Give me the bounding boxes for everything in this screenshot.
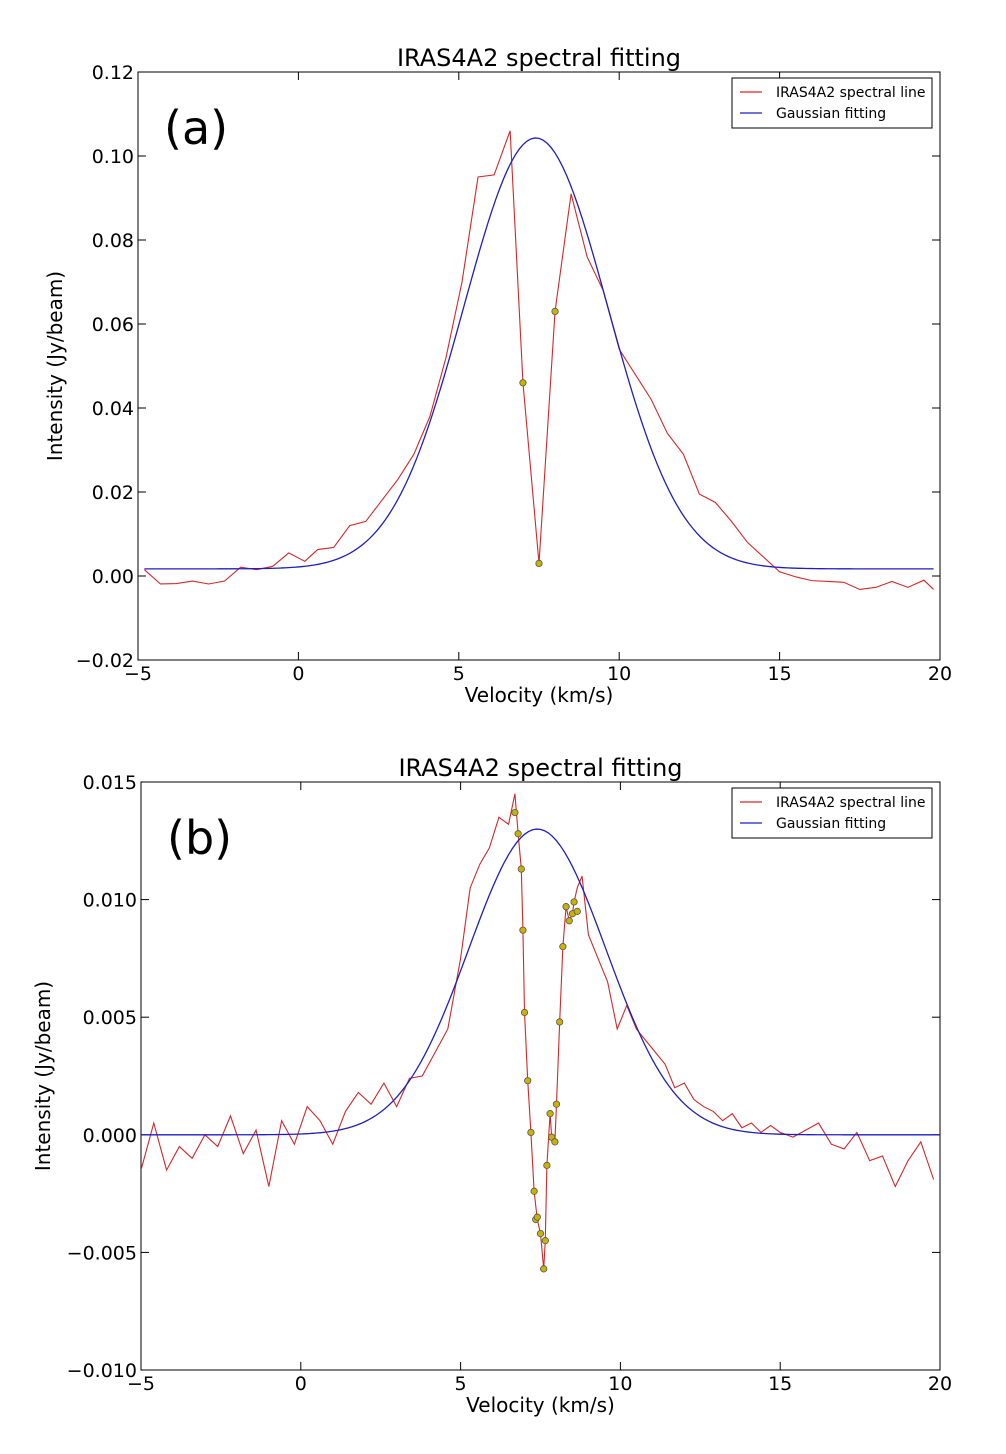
legend: IRAS4A2 spectral line Gaussian fitting [731, 77, 933, 129]
y-tick-label: −0.02 [76, 650, 134, 672]
y-axis-label: Intensity (Jy/beam) [43, 271, 67, 461]
plot-area [141, 793, 940, 1273]
x-tick-label: 20 [928, 1373, 952, 1395]
legend-label: IRAS4A2 spectral line [776, 795, 926, 811]
marked-point [565, 917, 573, 925]
x-tick-label: 10 [607, 663, 631, 685]
legend-box [731, 77, 933, 129]
x-tick-label: 0 [295, 1373, 307, 1395]
marked-point [517, 865, 525, 873]
y-tick-label: 0.06 [92, 314, 134, 336]
y-tick-label: 0.12 [92, 62, 134, 84]
y-tick-label: −0.010 [67, 1360, 137, 1382]
y-tick-label: 0.10 [92, 146, 134, 168]
legend-box [731, 787, 933, 839]
x-tick-label: −5 [127, 1373, 155, 1395]
legend: IRAS4A2 spectral line Gaussian fitting [731, 787, 933, 839]
chart-title: IRAS4A2 spectral fitting [397, 44, 681, 72]
marked-point [556, 1018, 564, 1026]
marked-point [546, 1110, 554, 1118]
legend-label: Gaussian fitting [776, 816, 886, 832]
spectral-line [141, 793, 935, 1269]
marked-point [524, 1077, 532, 1085]
x-tick-label: −5 [124, 663, 152, 685]
legend-label: Gaussian fitting [776, 106, 886, 122]
y-tick-label: 0.00 [92, 566, 134, 588]
x-tick-label: 5 [453, 663, 465, 685]
x-axis-label: Velocity (km/s) [466, 1393, 615, 1417]
x-tick-label: 10 [608, 1373, 632, 1395]
panel-b: −5 0 5 10 15 20 −0.010 −0.005 0.000 0.005 0.010 0.0… [31, 754, 952, 1417]
x-tick-label: 0 [292, 663, 304, 685]
gaussian-fit-line [144, 137, 934, 570]
marked-point [543, 1161, 551, 1169]
y-axis-label: Intensity (Jy/beam) [31, 981, 55, 1171]
marked-point [530, 1187, 538, 1195]
marked-point [527, 1128, 535, 1137]
plot-frame [140, 781, 941, 1371]
marked-point [570, 898, 578, 906]
panel-label: (a) [164, 101, 228, 155]
marked-point [520, 1008, 529, 1017]
panel-label: (b) [167, 811, 232, 865]
marked-point [551, 307, 559, 315]
gaussian-fit-line [141, 828, 940, 1136]
marked-point [559, 943, 567, 951]
marked-point [535, 559, 543, 568]
spectral-line [144, 130, 934, 591]
marked-point [533, 1213, 541, 1221]
marked-point [552, 1100, 561, 1108]
marked-point [573, 907, 581, 915]
x-tick-label: 20 [928, 663, 952, 685]
x-tick-label: 5 [455, 1373, 467, 1395]
marked-point [514, 830, 522, 838]
y-tick-label: −0.005 [67, 1242, 137, 1264]
marked-point [562, 903, 570, 911]
y-tick-label: 0.04 [92, 398, 134, 420]
marked-point [519, 926, 527, 934]
y-tick-label: 0.000 [83, 1125, 137, 1147]
y-tick-label: 0.015 [83, 772, 137, 794]
marked-point [541, 1237, 549, 1245]
y-tick-label: 0.005 [83, 1007, 137, 1029]
marked-point [540, 1265, 548, 1273]
plot-frame [137, 71, 941, 661]
y-tick-label: 0.010 [83, 890, 137, 912]
marked-point [536, 1229, 545, 1238]
legend-label: IRAS4A2 spectral line [776, 85, 926, 101]
x-tick-label: 15 [768, 663, 792, 685]
marked-point [551, 1138, 559, 1146]
panel-a: −5 0 5 10 15 20 −0.02 0.00 0.02 0.04 0.06 0.08 0.10 0… [43, 44, 952, 707]
marked-point [511, 808, 519, 817]
marked-point [519, 379, 527, 387]
y-tick-label: 0.08 [92, 230, 134, 252]
y-tick-label: 0.02 [92, 482, 134, 504]
chart-title: IRAS4A2 spectral fitting [398, 754, 682, 782]
plot-area [144, 130, 934, 591]
x-axis-label: Velocity (km/s) [465, 683, 614, 707]
x-tick-label: 15 [768, 1373, 792, 1395]
